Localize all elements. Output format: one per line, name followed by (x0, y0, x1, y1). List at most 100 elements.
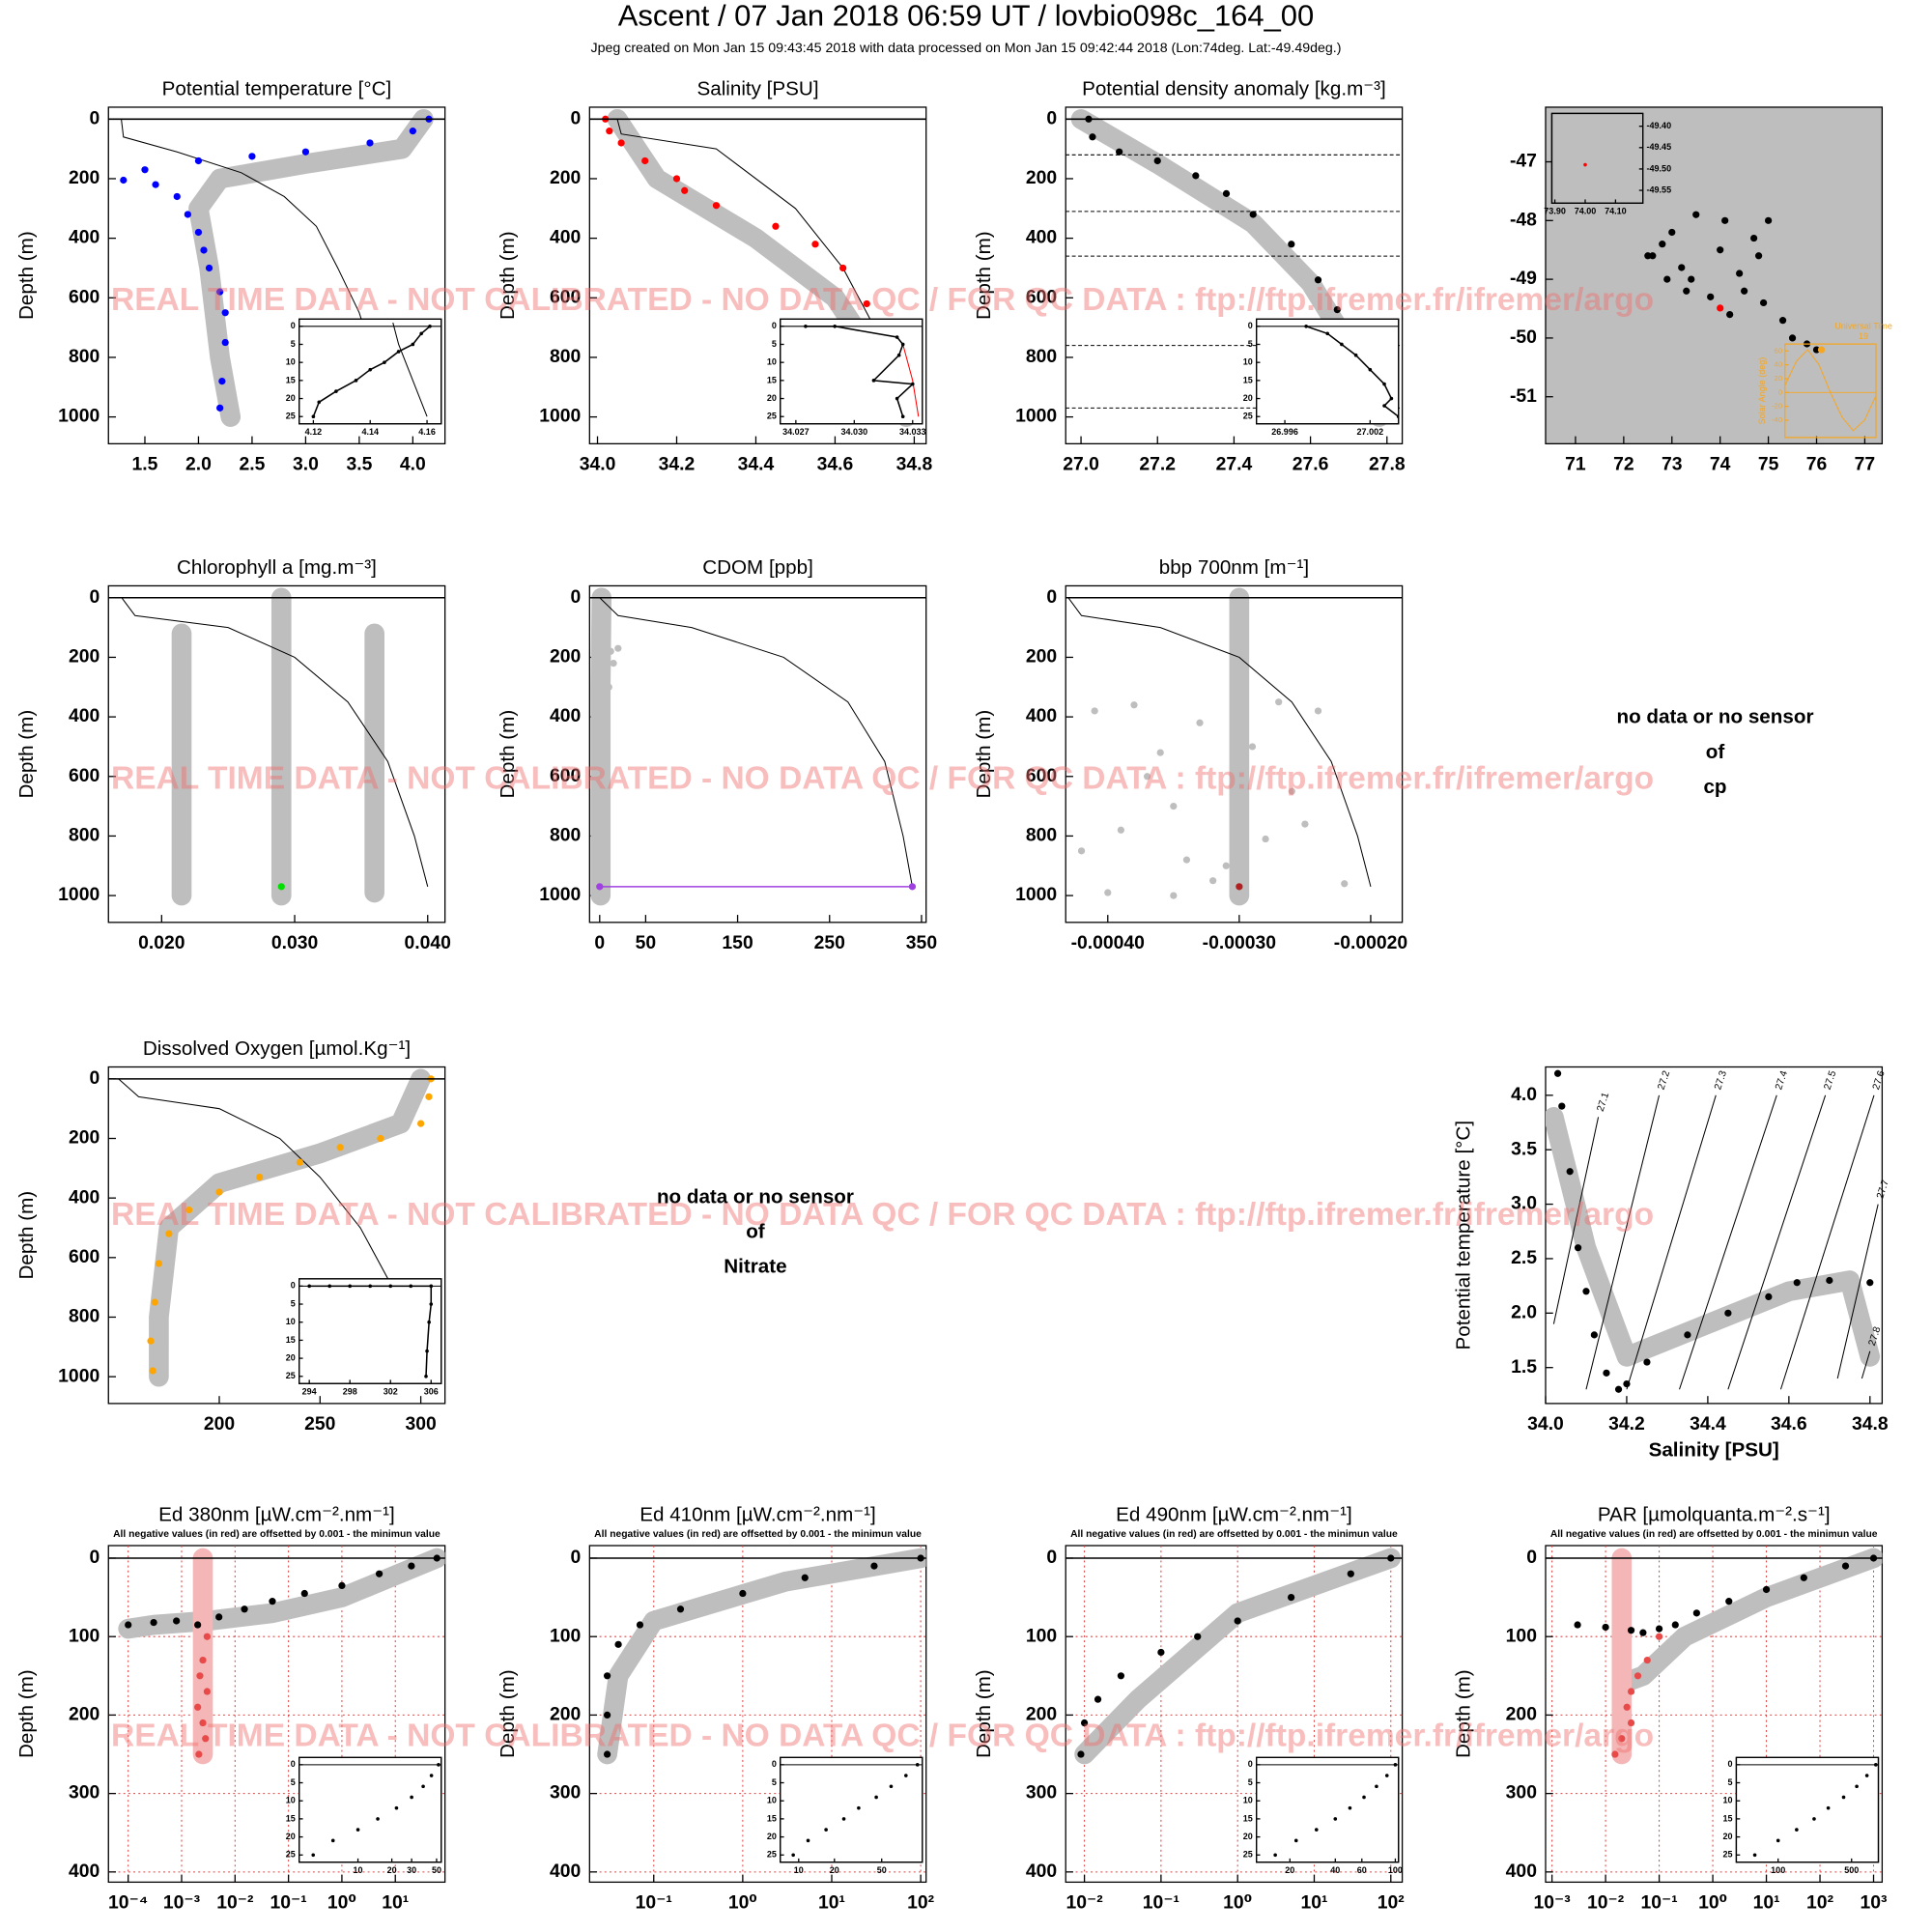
data-point (1741, 287, 1748, 295)
y-tick-label: 2.0 (1511, 1301, 1537, 1322)
y-tick-label: 300 (69, 1782, 99, 1804)
data-point (1368, 367, 1373, 372)
y-tick-label: 0 (1248, 1759, 1253, 1769)
inset-data (307, 1284, 434, 1378)
x-tick-label: 294 (302, 1387, 317, 1397)
x-tick-label: 10⁰ (327, 1891, 356, 1913)
y-axis-label: Depth (m) (497, 1669, 519, 1758)
plot-data (1574, 1548, 1883, 1765)
x-axis-label: Salinity [PSU] (1649, 1438, 1779, 1461)
y-tick-label: 20 (286, 1832, 296, 1841)
data-point (1795, 1828, 1799, 1832)
data-point (354, 379, 358, 383)
data-point (772, 222, 780, 230)
x-tick-label: 0.020 (138, 932, 185, 953)
y-tick-label: 600 (69, 1246, 99, 1267)
y-tick-label: 0 (291, 1759, 296, 1769)
inset-data (1752, 1763, 1878, 1858)
no-data-note: of (746, 1221, 765, 1243)
data-point (1627, 1688, 1635, 1695)
y-tick-label: 300 (1026, 1782, 1057, 1804)
panel-title: Chlorophyll a [mg.m⁻³] (177, 556, 377, 579)
inset-data (804, 324, 920, 419)
data-point (196, 1672, 204, 1680)
y-axis-label: Depth (m) (15, 231, 38, 320)
data-point (1812, 346, 1821, 354)
y-tick-label: 0 (89, 107, 99, 128)
data-point (1668, 228, 1676, 237)
data-point (1094, 1695, 1102, 1703)
plot-frame (1256, 1756, 1400, 1863)
x-tick-label: 10⁰ (1223, 1891, 1252, 1913)
y-axis-label: Depth (m) (15, 1669, 38, 1758)
y-tick-label: 400 (69, 227, 99, 248)
plot-frame (1550, 112, 1644, 204)
data-point (173, 1617, 181, 1625)
data-point (1750, 234, 1758, 242)
data-cloud (597, 1548, 926, 1765)
x-tick-label: 298 (343, 1387, 357, 1397)
data-point (874, 1795, 878, 1800)
data-point (311, 414, 316, 419)
data-point (1623, 1703, 1631, 1711)
data-point (871, 379, 876, 383)
data-point (1091, 707, 1098, 715)
data-point (1222, 189, 1231, 197)
x-tick-label: -0.00020 (1334, 932, 1407, 953)
data-point (256, 1173, 264, 1181)
y-tick-label: 20 (286, 1352, 296, 1362)
y-tick-label: 100 (1506, 1625, 1537, 1646)
x-tick-label: 34.0 (580, 453, 616, 474)
data-point (155, 1260, 163, 1267)
y-tick-label: 0 (89, 1547, 99, 1568)
x-tick-label: 73.90 (1544, 207, 1566, 216)
data-point (199, 1719, 207, 1727)
data-point (277, 883, 285, 891)
y-axis-label: Depth (m) (973, 231, 995, 320)
sun-ylabel: Solar Angle (deg) (1757, 357, 1767, 425)
data-point (1333, 1817, 1338, 1821)
data-point (300, 1589, 308, 1598)
data-point (327, 1284, 332, 1289)
x-tick-label: 27.6 (1293, 453, 1329, 474)
x-tick-label: 10² (907, 1891, 935, 1913)
y-tick-label: 400 (1026, 227, 1057, 248)
y-tick-label: 0 (1046, 107, 1057, 128)
data-point (1634, 1672, 1642, 1680)
data-point (1671, 1621, 1679, 1629)
data-point (601, 668, 610, 676)
data-point (218, 377, 226, 385)
plot-frame (588, 1545, 927, 1884)
data-point (425, 1349, 429, 1353)
x-tick-label: 74.10 (1605, 207, 1627, 216)
data-point (307, 1284, 311, 1289)
data-point (1864, 1774, 1869, 1777)
x-tick-label: 4.14 (361, 427, 379, 437)
y-axis-label: Depth (m) (973, 1669, 995, 1758)
x-tick-label: 75 (1758, 453, 1779, 474)
inset-border (298, 1278, 442, 1384)
data-point (603, 1750, 611, 1758)
data-point (248, 153, 256, 160)
y-tick-label: 200 (1026, 167, 1057, 188)
data-point (1209, 877, 1217, 885)
data-point (1348, 1805, 1352, 1810)
data-point (603, 1711, 611, 1719)
x-tick-label: 34.4 (738, 453, 775, 474)
data-cloud (590, 587, 612, 906)
data-point (1273, 1853, 1277, 1858)
y-tick-label: 25 (286, 412, 296, 421)
y-tick-label: 200 (550, 1704, 581, 1725)
data-point (1627, 1627, 1635, 1634)
x-tick-label: 10 (794, 1865, 804, 1875)
data-point (904, 1774, 908, 1777)
y-tick-label: 400 (550, 705, 581, 726)
panel-title: CDOM [ppb] (702, 556, 813, 579)
x-tick-label: 34.0 (1527, 1413, 1564, 1435)
panels: 1.5 2.0 2.5 3.0 3.5 4.002004006008001000Poten… (15, 77, 1892, 1913)
x-tick-label: 306 (424, 1387, 439, 1397)
data-point (833, 324, 837, 328)
x-tick-label: 34.6 (817, 453, 854, 474)
data-point (915, 1763, 920, 1767)
